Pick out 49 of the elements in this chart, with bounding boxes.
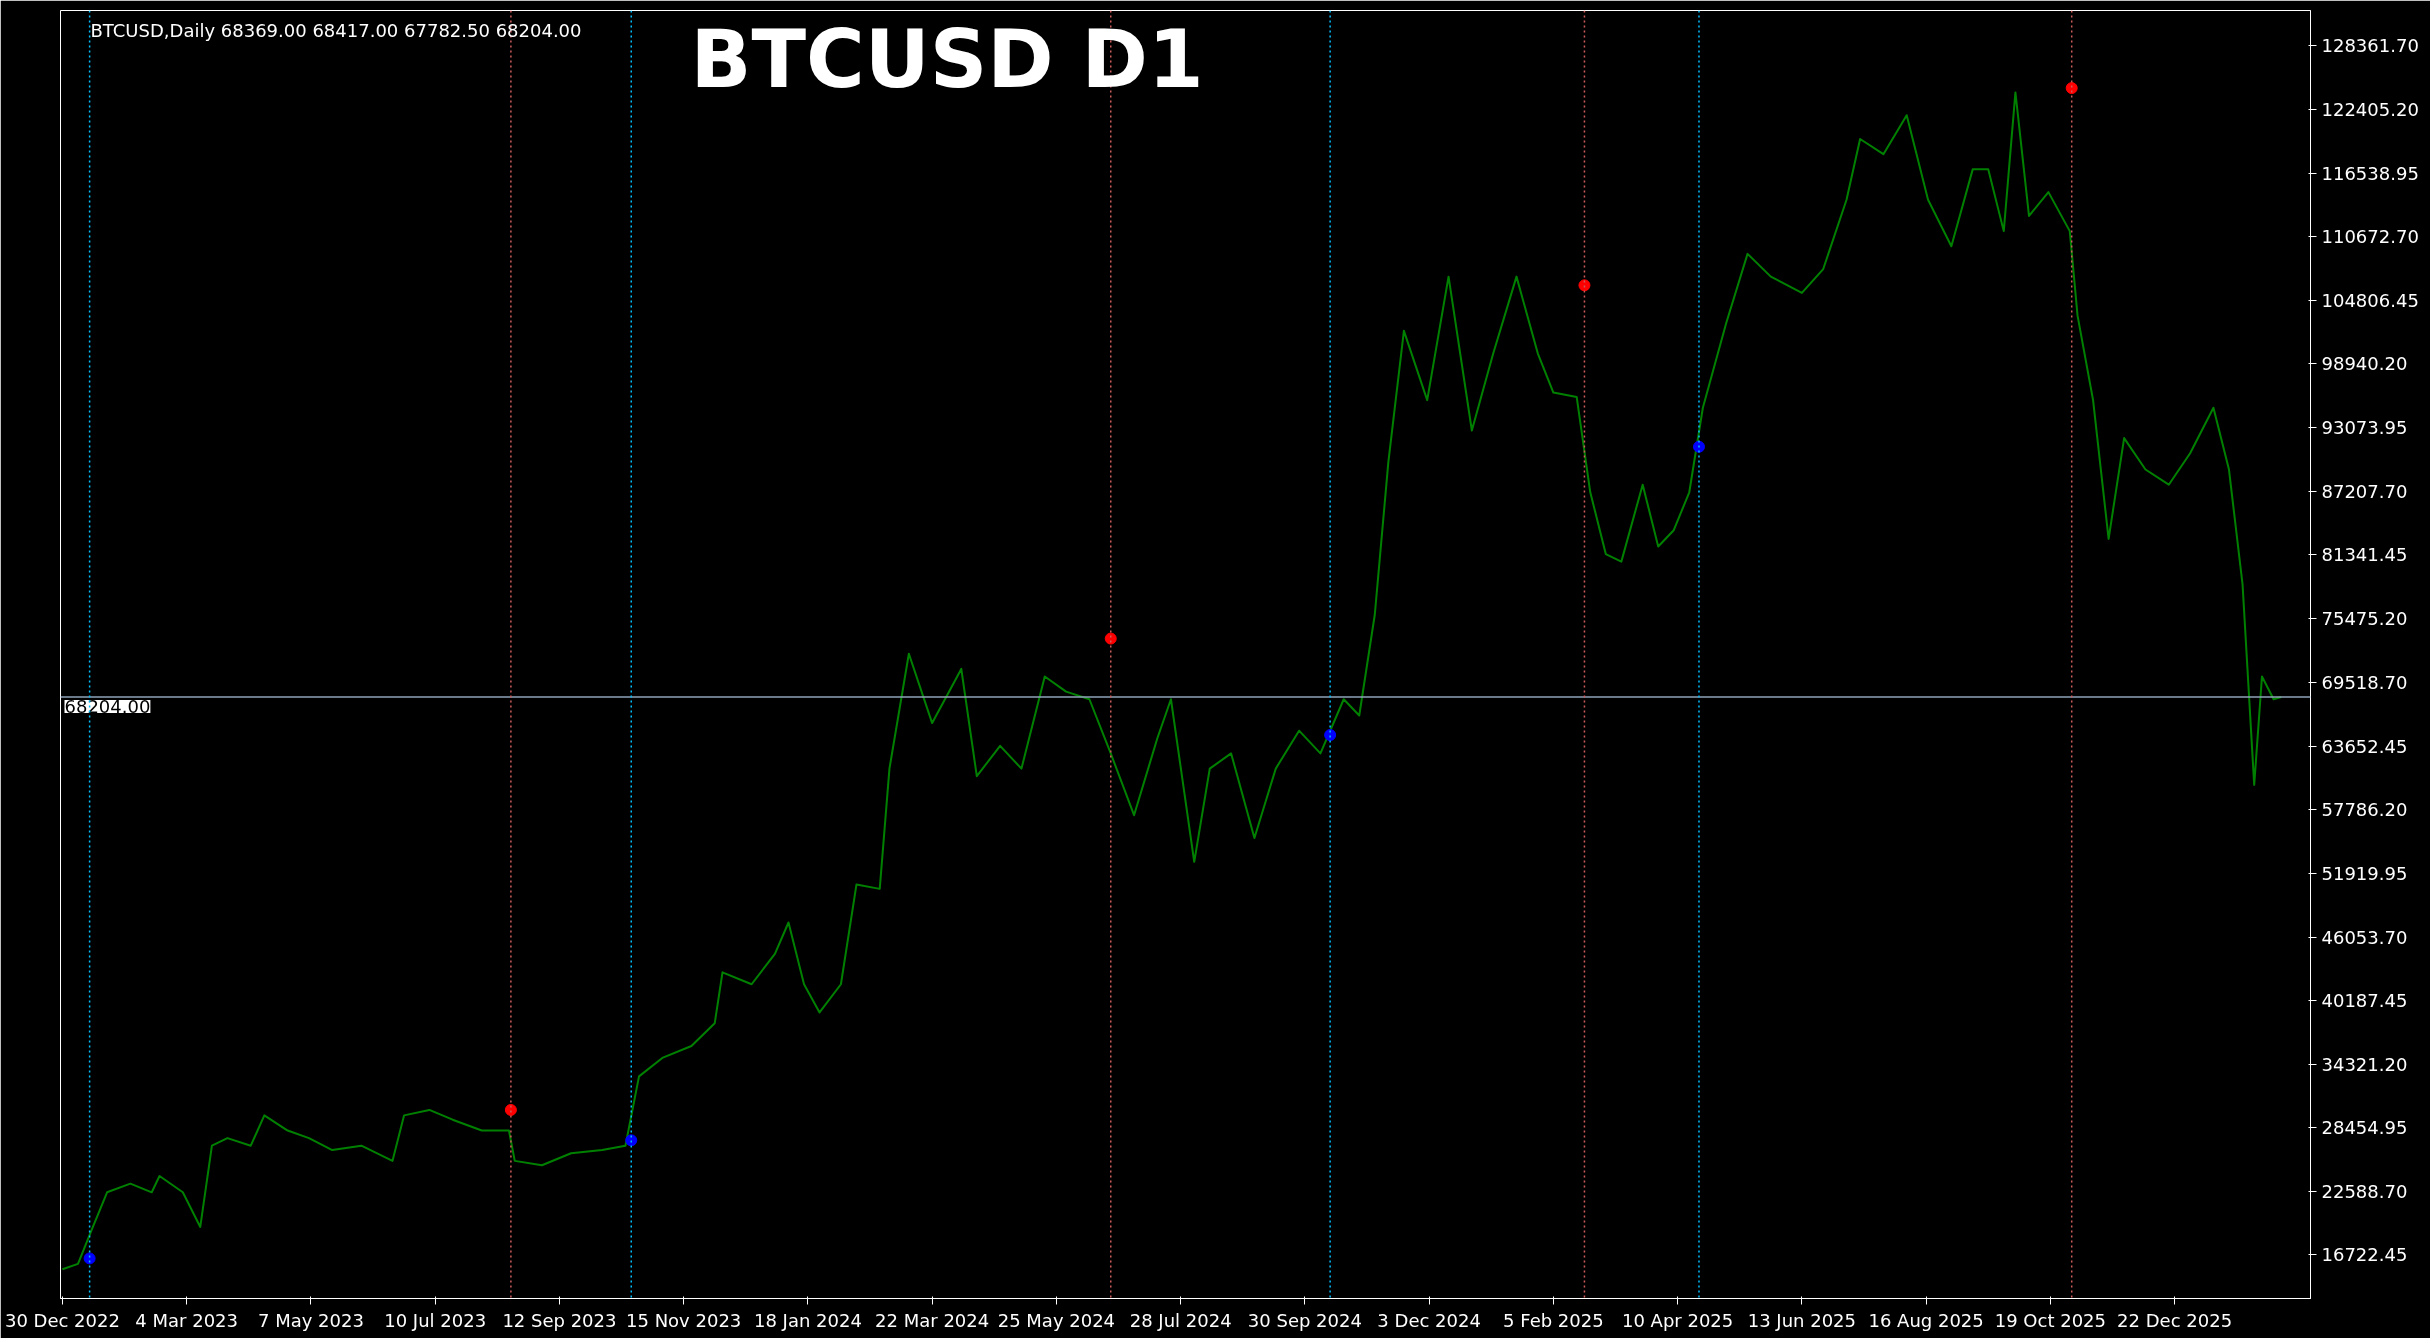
- y-tick-label: 69518.70: [2321, 672, 2408, 694]
- y-tick-label: 98940.20: [2321, 353, 2408, 375]
- x-tick-label: 10 Jul 2023: [384, 1309, 487, 1331]
- x-tick-label: 10 Apr 2025: [1621, 1309, 1734, 1331]
- x-tick-label: 4 Mar 2023: [135, 1309, 239, 1331]
- y-tick-label: 63652.45: [2321, 735, 2408, 757]
- y-tick-label: 51919.95: [2321, 863, 2408, 884]
- y-tick-label: 40187.45: [2321, 990, 2408, 1012]
- x-tick-label: 28 Jul 2024: [1129, 1309, 1232, 1331]
- x-tick-label: 16 Aug 2025: [1868, 1309, 1984, 1331]
- point: [2065, 82, 2078, 95]
- x-tick-label: 12 Sep 2023: [502, 1309, 617, 1331]
- point: [1578, 279, 1591, 292]
- point: [1324, 729, 1337, 741]
- line-series: [61, 91, 2283, 1271]
- y-tick-label: 110672.70: [2321, 226, 2419, 248]
- y-tick-label: 104806.45: [2321, 289, 2419, 311]
- x-tick-label: 25 May 2024: [997, 1309, 1116, 1331]
- y-tick-label: 22588.70: [2321, 1180, 2408, 1202]
- x-tick-label: 30 Sep 2024: [1247, 1309, 1362, 1331]
- point: [504, 1103, 517, 1116]
- annotation: BTCUSD,Daily 68369.00 68417.00 67782.50 68204.00: [90, 19, 582, 41]
- x-tick-label: 15 Nov 2023: [626, 1309, 742, 1331]
- ref-line-label: 68204.00: [64, 696, 151, 718]
- y-tick-label: 75475.20: [2321, 607, 2408, 629]
- x-tick-label: 5 Feb 2025: [1503, 1309, 1604, 1331]
- x-tick-label: 7 May 2023: [257, 1309, 364, 1331]
- y-tick-label: 116538.95: [2321, 162, 2419, 184]
- y-tick-label: 128361.70: [2321, 34, 2419, 56]
- y-tick-label: 122405.20: [2321, 99, 2419, 121]
- point: [625, 1134, 638, 1147]
- chart-title: BTCUSD D1: [690, 12, 1204, 106]
- y-tick-label: 87207.70: [2321, 480, 2408, 502]
- x-tick-label: 18 Jan 2024: [753, 1309, 862, 1331]
- y-tick-label: 93073.95: [2321, 417, 2408, 439]
- x-tick-label: 13 Jun 2025: [1747, 1309, 1857, 1331]
- point: [83, 1252, 96, 1265]
- x-tick-label: 22 Mar 2024: [875, 1309, 990, 1331]
- point: [1104, 632, 1117, 645]
- y-tick-label: 34321.20: [2321, 1053, 2408, 1075]
- x-tick-label: 19 Oct 2025: [1994, 1309, 2106, 1331]
- x-tick-label: 3 Dec 2024: [1377, 1309, 1481, 1331]
- y-tick-label: 81341.45: [2321, 544, 2408, 566]
- x-tick-label: 30 Dec 2022: [4, 1309, 120, 1331]
- y-tick-label: 57786.20: [2321, 799, 2408, 821]
- y-tick-label: 46053.70: [2321, 926, 2408, 948]
- y-tick-label: 16722.45: [2321, 1244, 2408, 1266]
- y-tick-label: 28454.95: [2321, 1117, 2408, 1139]
- x-tick-label: 22 Dec 2025: [2117, 1309, 2233, 1331]
